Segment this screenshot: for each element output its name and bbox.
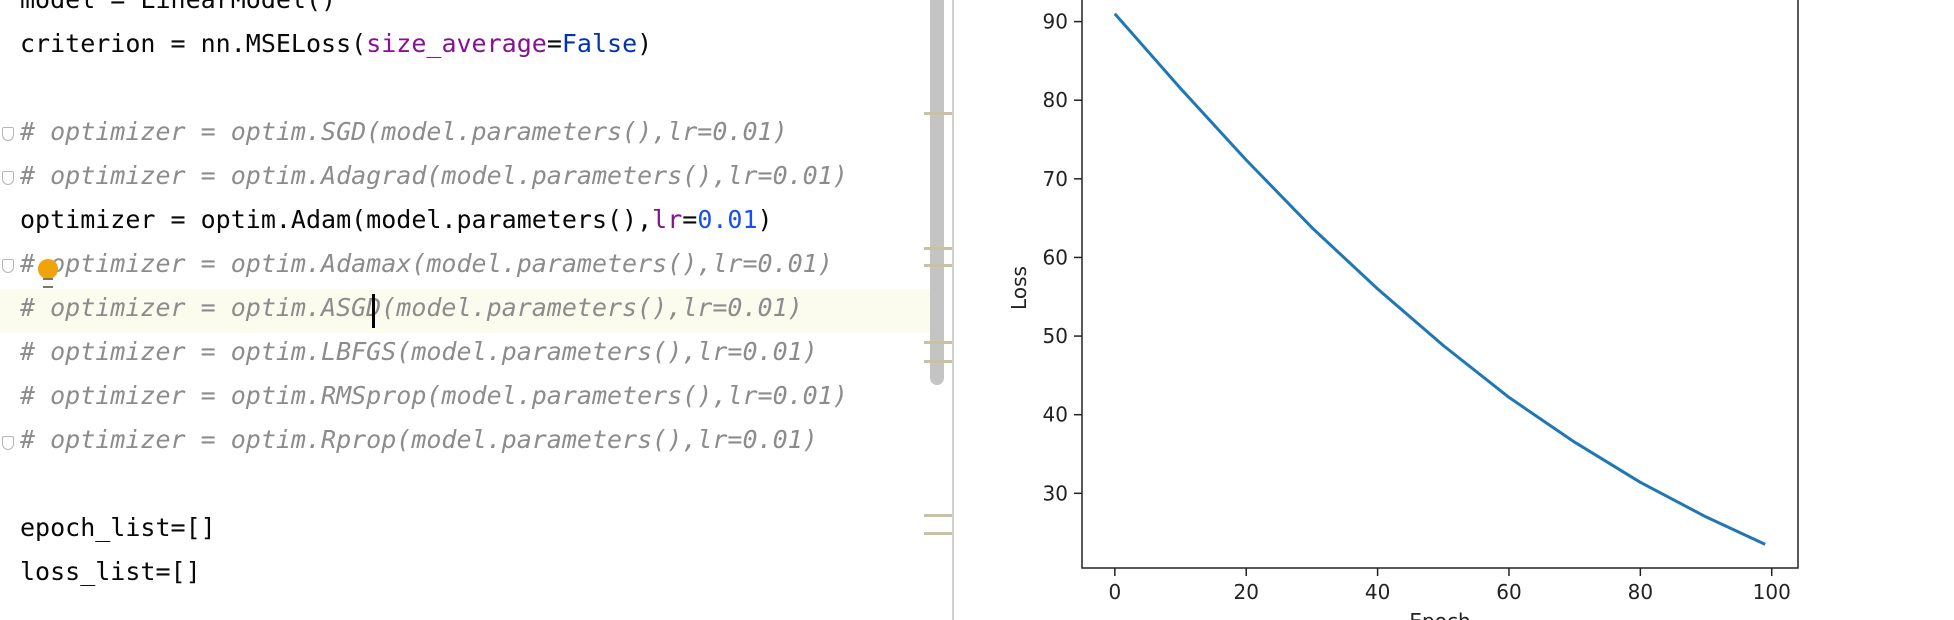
x-tick-label: 20 (1233, 580, 1258, 604)
code-token: # optimizer = optim.RMSprop(model.parame… (20, 381, 848, 410)
fold-start-icon[interactable] (2, 127, 14, 141)
code-line[interactable]: # optimizer = optim.Adamax(model.paramet… (20, 242, 833, 286)
code-token: ) (637, 29, 653, 58)
code-token: = (546, 29, 562, 58)
code-line[interactable]: # optimizer = optim.Rprop(model.paramete… (20, 418, 818, 462)
y-tick-label: 40 (1043, 403, 1068, 427)
lightbulb-icon[interactable] (38, 259, 58, 279)
code-token: = (682, 205, 698, 234)
fold-icon[interactable] (2, 259, 14, 273)
code-editor[interactable]: model = LinearModel() criterion = nn.MSEL… (0, 0, 952, 620)
code-token: # optimizer = optim.Rprop(model.paramete… (20, 425, 818, 454)
error-stripe-marker[interactable] (924, 247, 952, 250)
code-token: epoch_list=[] (20, 513, 216, 542)
y-tick-label: 50 (1043, 324, 1068, 348)
code-token: loss_list=[] (20, 557, 201, 586)
text-caret (372, 294, 375, 328)
y-tick-label: 30 (1043, 481, 1068, 505)
code-token: False (561, 29, 638, 58)
y-tick-label: 60 (1043, 245, 1068, 269)
code-line[interactable]: # optimizer = optim.ASGD(model.parameter… (20, 286, 803, 330)
fold-icon[interactable] (2, 171, 14, 185)
code-line[interactable]: criterion = nn.MSELoss(size_average=Fals… (20, 22, 652, 66)
x-tick-label: 40 (1365, 580, 1390, 604)
code-token: 0.01 (697, 205, 758, 234)
y-tick-label: 90 (1043, 10, 1068, 34)
plot-frame (1081, 0, 1799, 569)
code-token: optimizer = optim.Adam(model.parameters(… (20, 205, 653, 234)
code-line[interactable]: loss_list=[] (20, 550, 201, 594)
code-line[interactable]: epoch_list=[] (20, 506, 216, 550)
x-tick-label: 80 (1628, 580, 1653, 604)
error-stripe-marker[interactable] (924, 514, 952, 517)
code-token: # optimizer = optim.LBFGS(model.paramete… (20, 337, 818, 366)
x-tick-label: 0 (1108, 580, 1121, 604)
code-line[interactable]: model = LinearModel() (20, 0, 336, 22)
y-tick-label: 70 (1043, 167, 1068, 191)
error-stripe-marker[interactable] (924, 264, 952, 267)
code-token: model = LinearModel() (20, 0, 336, 14)
code-line[interactable]: # optimizer = optim.RMSprop(model.parame… (20, 374, 848, 418)
y-axis-label: Loss (1007, 266, 1031, 310)
code-line[interactable]: # optimizer = optim.Adagrad(model.parame… (20, 154, 848, 198)
lightbulb-base-icon (43, 278, 53, 288)
error-stripe-marker[interactable] (924, 360, 952, 363)
code-token: # optimizer = optim.Adamax(model.paramet… (20, 249, 833, 278)
code-token: criterion = nn.MSELoss( (20, 29, 367, 58)
loss-series-line (1113, 12, 1766, 546)
code-token: # optimizer = optim.ASGD(model.parameter… (20, 293, 803, 322)
loss-chart: 0 20 40 60 80 100 30 40 50 60 70 80 90 Loss Epoch (1007, 0, 1799, 620)
code-line[interactable]: # optimizer = optim.SGD(model.parameters… (20, 110, 788, 154)
code-line[interactable]: # optimizer = optim.LBFGS(model.paramete… (20, 330, 818, 374)
code-token: lr (652, 205, 683, 234)
code-line[interactable]: optimizer = optim.Adam(model.parameters(… (20, 198, 773, 242)
x-axis-label: Epoch (1409, 609, 1470, 620)
code-token: ) (757, 205, 773, 234)
x-tick-label: 100 (1753, 580, 1791, 604)
current-line-highlight (0, 289, 944, 333)
x-tick-label: 60 (1496, 580, 1521, 604)
code-token: # optimizer = optim.Adagrad(model.parame… (20, 161, 848, 190)
error-stripe-marker[interactable] (924, 532, 952, 535)
code-token: # optimizer = optim.SGD(model.parameters… (20, 117, 788, 146)
error-stripe-marker[interactable] (924, 341, 952, 344)
panel-divider[interactable] (952, 0, 954, 620)
plot-panel: 0 20 40 60 80 100 30 40 50 60 70 80 90 Loss Epoch (954, 0, 1954, 620)
code-token: size_average (366, 29, 547, 58)
scrollbar-thumb[interactable] (930, 0, 944, 385)
series-group (1113, 12, 1766, 546)
error-stripe-marker[interactable] (924, 112, 952, 115)
y-tick-label: 80 (1043, 88, 1068, 112)
fold-end-icon[interactable] (2, 436, 14, 450)
axis-ticks: 0 20 40 60 80 100 30 40 50 60 70 80 90 (1043, 10, 1791, 604)
